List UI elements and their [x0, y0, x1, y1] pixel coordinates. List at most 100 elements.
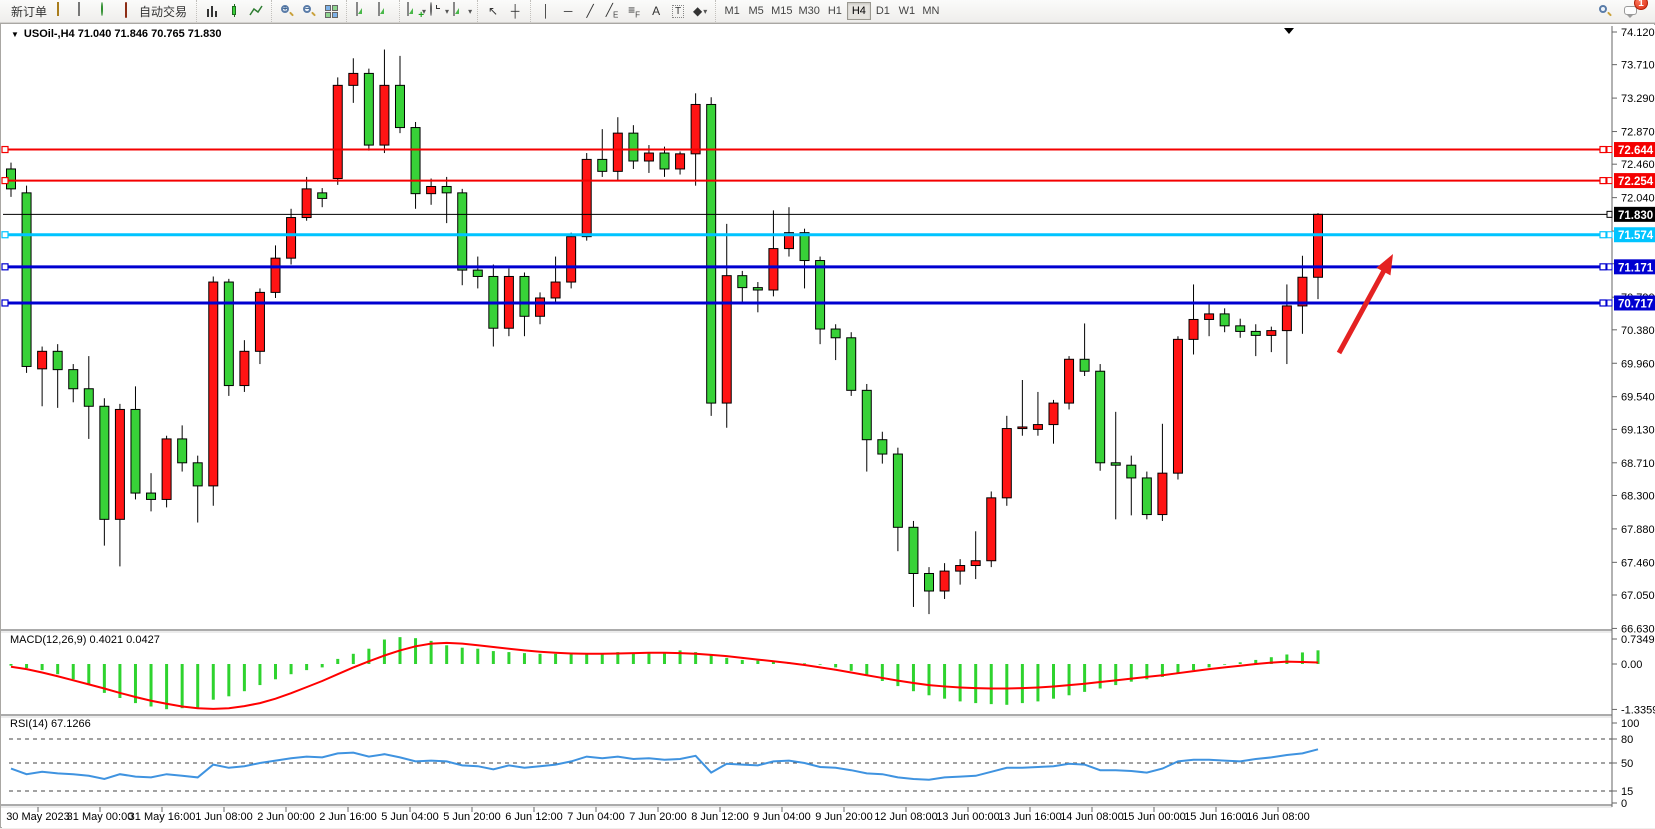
svg-text:73.710: 73.710	[1621, 60, 1655, 72]
svg-text:9 Jun 04:00: 9 Jun 04:00	[753, 811, 811, 823]
tf-d1[interactable]: D1	[875, 5, 890, 17]
notification-badge: 1	[1634, 0, 1648, 10]
macd-indicator-label: MACD(12,26,9) 0.4021 0.0427	[10, 634, 160, 646]
new-order-button[interactable]: 新订单	[11, 4, 48, 19]
svg-text:70.380: 70.380	[1621, 325, 1655, 337]
svg-text:13 Jun 16:00: 13 Jun 16:00	[998, 811, 1062, 823]
bar-chart-icon[interactable]	[202, 1, 222, 21]
toolbar-group	[196, 0, 271, 22]
signal-icon[interactable]	[97, 1, 117, 21]
tf-mn[interactable]: MN	[922, 5, 940, 17]
svg-text:74.120: 74.120	[1621, 27, 1655, 39]
svg-text:31 May 00:00: 31 May 00:00	[67, 811, 134, 823]
svg-text:7 Jun 20:00: 7 Jun 20:00	[629, 811, 687, 823]
svg-text:1 Jun 08:00: 1 Jun 08:00	[195, 811, 253, 823]
label-icon[interactable]: T	[668, 1, 688, 21]
symbol-ohlc-text: USOil-,H4 71.040 71.846 70.765 71.830	[23, 28, 222, 40]
candlestick-chart-icon[interactable]	[224, 1, 244, 21]
new-chart-button[interactable]: + ▾	[405, 1, 426, 21]
svg-text:30 May 2023: 30 May 2023	[6, 811, 70, 823]
horizontal-line-icon[interactable]: ─	[563, 4, 573, 18]
svg-text:72.870: 72.870	[1621, 127, 1655, 139]
svg-text:5 Jun 04:00: 5 Jun 04:00	[381, 811, 439, 823]
periods-button[interactable]: ▾	[428, 1, 449, 21]
chevron-down-icon[interactable]: ▾	[468, 6, 473, 16]
svg-text:15 Jun 16:00: 15 Jun 16:00	[1184, 811, 1248, 823]
svg-text:70.717: 70.717	[1618, 298, 1653, 310]
svg-text:9 Jun 20:00: 9 Jun 20:00	[815, 811, 873, 823]
svg-text:67.880: 67.880	[1621, 524, 1655, 536]
svg-text:12 Jun 08:00: 12 Jun 08:00	[874, 811, 938, 823]
svg-text:5 Jun 20:00: 5 Jun 20:00	[443, 811, 501, 823]
terminal-window-icon[interactable]	[75, 1, 95, 21]
shapes-icon[interactable]: ◆ ▾	[692, 4, 708, 18]
svg-text:72.460: 72.460	[1621, 159, 1655, 171]
svg-text:13 Jun 00:00: 13 Jun 00:00	[936, 811, 1000, 823]
text-icon[interactable]: A	[652, 4, 661, 18]
svg-text:68.710: 68.710	[1621, 458, 1655, 470]
svg-text:71.171: 71.171	[1618, 262, 1654, 274]
crosshair-icon[interactable]: ┼	[510, 4, 520, 18]
svg-text:67.460: 67.460	[1621, 557, 1655, 569]
autotrade-button[interactable]: 自动交易	[119, 1, 191, 21]
svg-text:0: 0	[1621, 798, 1627, 810]
search-icon[interactable]	[1595, 1, 1615, 21]
zoom-in-icon[interactable]: +	[277, 1, 297, 21]
svg-text:67.050: 67.050	[1621, 590, 1655, 602]
line-chart-icon[interactable]	[246, 1, 266, 21]
svg-text:16 Jun 08:00: 16 Jun 08:00	[1246, 811, 1310, 823]
zoom-out-icon[interactable]: −	[299, 1, 319, 21]
vertical-line-icon[interactable]: │	[542, 4, 550, 18]
svg-text:50: 50	[1621, 758, 1633, 770]
svg-text:31 May 16:00: 31 May 16:00	[129, 811, 196, 823]
svg-text:15 Jun 00:00: 15 Jun 00:00	[1122, 811, 1186, 823]
toolbar-group: + −	[271, 0, 346, 22]
svg-text:69.540: 69.540	[1621, 392, 1655, 404]
chevron-down-icon[interactable]: ▾	[422, 6, 427, 16]
chart-cube-icon[interactable]	[53, 1, 73, 21]
svg-text:66.630: 66.630	[1621, 623, 1655, 635]
chevron-down-icon[interactable]: ▾	[445, 6, 450, 16]
tf-h1[interactable]: H1	[827, 5, 842, 17]
chat-icon[interactable]: 1	[1622, 0, 1648, 21]
toolbar-right: 1	[1594, 0, 1653, 21]
fibonacci-icon[interactable]: ≡F	[628, 2, 641, 20]
channel-icon[interactable]: ╱E	[605, 2, 619, 20]
svg-text:0.00: 0.00	[1621, 659, 1642, 671]
tf-w1[interactable]: W1	[898, 5, 916, 17]
timeframe-group: M1 M5 M15 M30 H1 H4 D1 W1 MN	[715, 0, 947, 22]
trendline-icon[interactable]: ╱	[586, 4, 594, 18]
tf-m15[interactable]: M15	[771, 5, 793, 17]
chevron-down-icon[interactable]: ▾	[703, 6, 708, 16]
svg-text:14 Jun 08:00: 14 Jun 08:00	[1060, 811, 1124, 823]
toolbar-group	[346, 0, 399, 22]
templates-button[interactable]: ▾	[451, 1, 472, 21]
cursor-icon[interactable]: ↖	[488, 4, 499, 18]
svg-text:100: 100	[1621, 718, 1639, 730]
svg-text:71.574: 71.574	[1618, 230, 1654, 242]
main-toolbar: 新订单 自动交易 + − + ▾ ▾ ▾ ↖ ┼ │ ─ ╱ ╱E ≡F A T ◆ ▾ M1 M5 M15 M30 H1 H4…	[0, 0, 1655, 23]
svg-text:2 Jun 00:00: 2 Jun 00:00	[257, 811, 315, 823]
auto-scroll-icon[interactable]	[352, 1, 372, 21]
svg-text:72.040: 72.040	[1621, 193, 1655, 205]
chart-window: ▼ USOil-,H4 71.040 71.846 70.765 71.830 …	[0, 23, 1655, 828]
svg-text:73.290: 73.290	[1621, 93, 1655, 105]
chart-title: ▼ USOil-,H4 71.040 71.846 70.765 71.830	[11, 28, 221, 40]
svg-text:71.830: 71.830	[1618, 210, 1653, 222]
svg-text:7 Jun 04:00: 7 Jun 04:00	[567, 811, 625, 823]
tile-windows-icon[interactable]	[321, 1, 341, 21]
toolbar-group: │ ─ ╱ ╱E ≡F A T ◆ ▾	[530, 0, 715, 22]
chart-shift-icon[interactable]	[374, 1, 394, 21]
rsi-indicator-label: RSI(14) 67.1266	[10, 718, 91, 730]
svg-text:15: 15	[1621, 786, 1633, 798]
chart-canvas[interactable]: 74.12073.71073.29072.87072.46072.04071.6…	[1, 24, 1655, 829]
tf-m1[interactable]: M1	[724, 5, 740, 17]
svg-text:-1.3359: -1.3359	[1621, 704, 1655, 716]
svg-text:72.644: 72.644	[1618, 145, 1654, 157]
tf-h4[interactable]: H4	[846, 2, 871, 20]
tf-m30[interactable]: M30	[798, 5, 820, 17]
tf-m5[interactable]: M5	[748, 5, 764, 17]
svg-text:2 Jun 16:00: 2 Jun 16:00	[319, 811, 377, 823]
chevron-down-icon[interactable]: ▼	[11, 29, 19, 39]
